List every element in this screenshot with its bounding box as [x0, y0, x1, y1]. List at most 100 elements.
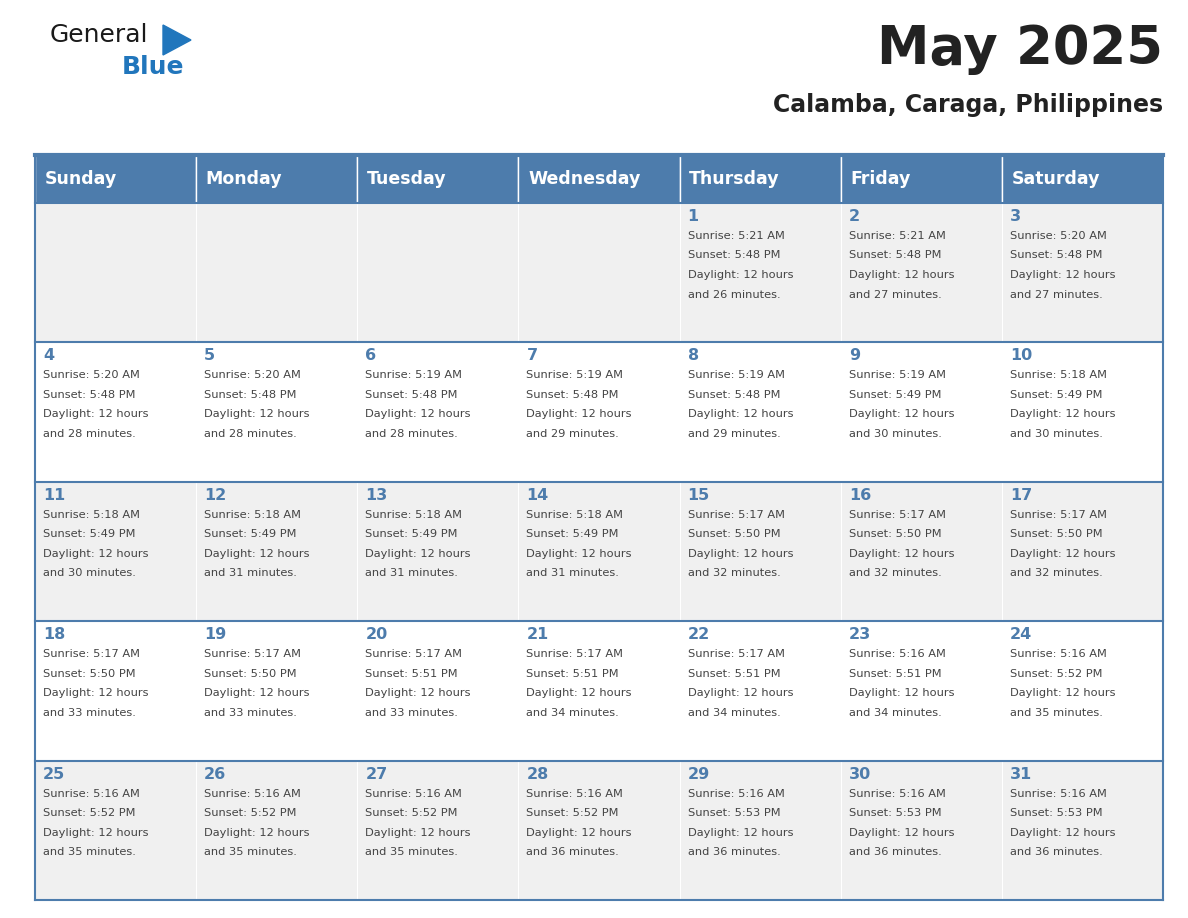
Text: Sunset: 5:51 PM: Sunset: 5:51 PM	[688, 668, 781, 678]
Text: and 35 minutes.: and 35 minutes.	[1010, 708, 1102, 718]
Text: Daylight: 12 hours: Daylight: 12 hours	[43, 828, 148, 837]
Text: and 31 minutes.: and 31 minutes.	[366, 568, 459, 578]
Text: Calamba, Caraga, Philippines: Calamba, Caraga, Philippines	[773, 93, 1163, 117]
FancyBboxPatch shape	[680, 621, 841, 761]
Text: Sunrise: 5:16 AM: Sunrise: 5:16 AM	[204, 789, 301, 799]
Text: Sunrise: 5:19 AM: Sunrise: 5:19 AM	[688, 370, 784, 380]
Text: Sunrise: 5:17 AM: Sunrise: 5:17 AM	[688, 649, 784, 659]
Text: and 35 minutes.: and 35 minutes.	[366, 847, 459, 857]
FancyBboxPatch shape	[34, 203, 196, 342]
Text: Daylight: 12 hours: Daylight: 12 hours	[1010, 549, 1116, 559]
Text: Daylight: 12 hours: Daylight: 12 hours	[1010, 409, 1116, 420]
Text: Saturday: Saturday	[1011, 170, 1100, 188]
Text: Sunrise: 5:16 AM: Sunrise: 5:16 AM	[848, 789, 946, 799]
Text: and 31 minutes.: and 31 minutes.	[526, 568, 619, 578]
Text: Daylight: 12 hours: Daylight: 12 hours	[526, 549, 632, 559]
Text: Sunrise: 5:16 AM: Sunrise: 5:16 AM	[526, 789, 624, 799]
Text: May 2025: May 2025	[877, 23, 1163, 75]
FancyBboxPatch shape	[358, 203, 518, 342]
Text: and 29 minutes.: and 29 minutes.	[526, 429, 619, 439]
Text: 8: 8	[688, 349, 699, 364]
Text: Daylight: 12 hours: Daylight: 12 hours	[366, 688, 470, 699]
Text: Sunset: 5:50 PM: Sunset: 5:50 PM	[204, 668, 297, 678]
Text: Daylight: 12 hours: Daylight: 12 hours	[688, 409, 794, 420]
Text: Sunset: 5:53 PM: Sunset: 5:53 PM	[688, 808, 781, 818]
Text: Thursday: Thursday	[689, 170, 779, 188]
FancyBboxPatch shape	[1001, 342, 1163, 482]
Text: Daylight: 12 hours: Daylight: 12 hours	[688, 270, 794, 280]
Text: Sunrise: 5:18 AM: Sunrise: 5:18 AM	[204, 509, 302, 520]
Text: Sunrise: 5:17 AM: Sunrise: 5:17 AM	[366, 649, 462, 659]
Text: 18: 18	[43, 627, 65, 643]
FancyBboxPatch shape	[34, 621, 196, 761]
Text: Daylight: 12 hours: Daylight: 12 hours	[848, 828, 954, 837]
Text: Sunrise: 5:16 AM: Sunrise: 5:16 AM	[1010, 649, 1107, 659]
FancyBboxPatch shape	[1001, 761, 1163, 900]
Text: Daylight: 12 hours: Daylight: 12 hours	[204, 828, 310, 837]
Text: Daylight: 12 hours: Daylight: 12 hours	[204, 549, 310, 559]
Text: Sunrise: 5:18 AM: Sunrise: 5:18 AM	[366, 509, 462, 520]
FancyBboxPatch shape	[841, 482, 1001, 621]
FancyBboxPatch shape	[518, 482, 680, 621]
FancyBboxPatch shape	[196, 761, 358, 900]
Text: Sunset: 5:49 PM: Sunset: 5:49 PM	[43, 530, 135, 539]
Text: and 27 minutes.: and 27 minutes.	[848, 289, 942, 299]
FancyBboxPatch shape	[1001, 482, 1163, 621]
Text: Daylight: 12 hours: Daylight: 12 hours	[43, 688, 148, 699]
Text: 13: 13	[366, 487, 387, 503]
Text: and 36 minutes.: and 36 minutes.	[1010, 847, 1102, 857]
Text: Daylight: 12 hours: Daylight: 12 hours	[526, 409, 632, 420]
FancyBboxPatch shape	[518, 621, 680, 761]
FancyBboxPatch shape	[358, 621, 518, 761]
FancyBboxPatch shape	[34, 155, 196, 203]
FancyBboxPatch shape	[34, 761, 196, 900]
Text: Sunset: 5:51 PM: Sunset: 5:51 PM	[526, 668, 619, 678]
Text: Sunrise: 5:17 AM: Sunrise: 5:17 AM	[526, 649, 624, 659]
Text: Sunrise: 5:20 AM: Sunrise: 5:20 AM	[43, 370, 140, 380]
Text: Daylight: 12 hours: Daylight: 12 hours	[688, 828, 794, 837]
Text: and 34 minutes.: and 34 minutes.	[848, 708, 942, 718]
Text: Sunrise: 5:21 AM: Sunrise: 5:21 AM	[848, 231, 946, 241]
Text: Sunset: 5:48 PM: Sunset: 5:48 PM	[204, 390, 297, 400]
Text: Sunset: 5:50 PM: Sunset: 5:50 PM	[848, 530, 941, 539]
Text: 9: 9	[848, 349, 860, 364]
Text: 7: 7	[526, 349, 538, 364]
Text: 15: 15	[688, 487, 710, 503]
Text: 12: 12	[204, 487, 227, 503]
Text: Daylight: 12 hours: Daylight: 12 hours	[848, 409, 954, 420]
Text: 31: 31	[1010, 767, 1032, 781]
Text: and 34 minutes.: and 34 minutes.	[526, 708, 619, 718]
FancyBboxPatch shape	[518, 761, 680, 900]
FancyBboxPatch shape	[680, 482, 841, 621]
FancyBboxPatch shape	[196, 203, 358, 342]
FancyBboxPatch shape	[841, 342, 1001, 482]
Text: Sunset: 5:50 PM: Sunset: 5:50 PM	[43, 668, 135, 678]
Text: Sunrise: 5:18 AM: Sunrise: 5:18 AM	[526, 509, 624, 520]
Text: and 28 minutes.: and 28 minutes.	[366, 429, 459, 439]
Text: and 36 minutes.: and 36 minutes.	[526, 847, 619, 857]
Text: Sunrise: 5:16 AM: Sunrise: 5:16 AM	[43, 789, 140, 799]
Text: Sunrise: 5:19 AM: Sunrise: 5:19 AM	[526, 370, 624, 380]
Text: Sunset: 5:52 PM: Sunset: 5:52 PM	[526, 808, 619, 818]
Text: Daylight: 12 hours: Daylight: 12 hours	[43, 549, 148, 559]
Text: and 35 minutes.: and 35 minutes.	[204, 847, 297, 857]
Text: Sunset: 5:51 PM: Sunset: 5:51 PM	[366, 668, 457, 678]
Text: Daylight: 12 hours: Daylight: 12 hours	[848, 270, 954, 280]
Text: Daylight: 12 hours: Daylight: 12 hours	[1010, 688, 1116, 699]
Text: Daylight: 12 hours: Daylight: 12 hours	[366, 828, 470, 837]
Text: 17: 17	[1010, 487, 1032, 503]
Text: Daylight: 12 hours: Daylight: 12 hours	[526, 688, 632, 699]
Text: Sunrise: 5:17 AM: Sunrise: 5:17 AM	[848, 509, 946, 520]
FancyBboxPatch shape	[1001, 203, 1163, 342]
Text: 29: 29	[688, 767, 710, 781]
Text: Sunset: 5:49 PM: Sunset: 5:49 PM	[366, 530, 457, 539]
Text: Sunrise: 5:21 AM: Sunrise: 5:21 AM	[688, 231, 784, 241]
Text: Sunset: 5:48 PM: Sunset: 5:48 PM	[848, 251, 941, 261]
Text: Daylight: 12 hours: Daylight: 12 hours	[688, 549, 794, 559]
Text: 30: 30	[848, 767, 871, 781]
Text: 21: 21	[526, 627, 549, 643]
Text: Sunrise: 5:18 AM: Sunrise: 5:18 AM	[1010, 370, 1107, 380]
Text: Sunrise: 5:17 AM: Sunrise: 5:17 AM	[688, 509, 784, 520]
FancyBboxPatch shape	[196, 155, 358, 203]
Text: Sunset: 5:48 PM: Sunset: 5:48 PM	[43, 390, 135, 400]
